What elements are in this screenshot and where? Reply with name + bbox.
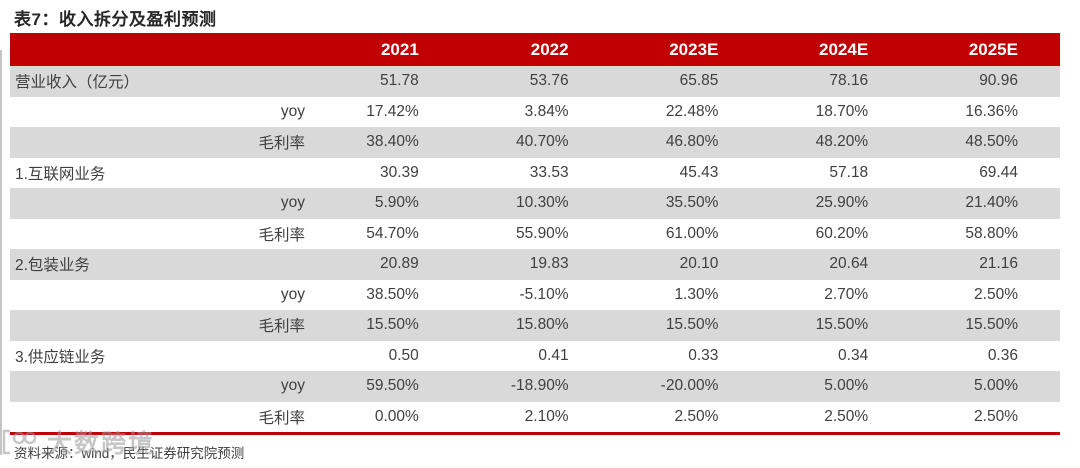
row-sublabel: 毛利率 xyxy=(258,135,305,153)
cell-value: 16.36% xyxy=(965,102,1018,120)
cell-value: 58.80% xyxy=(965,224,1018,242)
cell-value: -20.00% xyxy=(660,377,719,395)
cell-value: 0.36 xyxy=(987,346,1018,364)
cell-value: -5.10% xyxy=(519,285,569,303)
table-body: 营业收入（亿元） 51.78 53.76 65.85 78.16 90.96 yoy 17.4… xyxy=(10,66,1060,432)
column-header-2021: 2021 xyxy=(380,39,419,59)
row-sublabel: 毛利率 xyxy=(258,409,305,427)
forecast-table: 2021 2022 2023E 2024E 2025E 营业收入（亿元） 51.7… xyxy=(10,33,1060,432)
cell-value: -18.90% xyxy=(510,377,569,395)
row-label: 1.互联网业务 xyxy=(15,165,106,183)
cell-value: 55.90% xyxy=(516,224,569,242)
column-header-2023e: 2023E xyxy=(669,39,719,59)
cell-value: 5.90% xyxy=(374,194,419,212)
table-row: 1.互联网业务 30.39 33.53 45.43 57.18 69.44 xyxy=(10,158,1060,189)
cell-value: 90.96 xyxy=(979,72,1018,90)
cell-value: 21.16 xyxy=(979,255,1018,273)
table-row: 毛利率 15.50% 15.80% 15.50% 15.50% 15.50% xyxy=(10,310,1060,341)
cell-value: 5.00% xyxy=(974,377,1018,395)
page-edge-line xyxy=(0,50,2,455)
cell-value: 53.76 xyxy=(529,72,569,90)
cell-value: 18.70% xyxy=(815,102,869,120)
cell-value: 3.84% xyxy=(524,102,569,120)
cell-value: 0.41 xyxy=(538,346,569,364)
cell-value: 78.16 xyxy=(829,72,869,90)
cell-value: 2.70% xyxy=(824,285,869,303)
cell-value: 25.90% xyxy=(815,194,869,212)
cell-value: 2.50% xyxy=(974,407,1018,425)
cell-value: 38.50% xyxy=(366,285,419,303)
table-row: 3.供应链业务 0.50 0.41 0.33 0.34 0.36 xyxy=(10,341,1060,372)
cell-value: 0.33 xyxy=(688,346,719,364)
cell-value: 40.70% xyxy=(516,133,569,151)
cell-value: 61.00% xyxy=(665,224,719,242)
cell-value: 15.50% xyxy=(815,316,869,334)
cell-value: 15.80% xyxy=(516,316,569,334)
cell-value: 48.50% xyxy=(965,133,1018,151)
table-title: 表7：收入拆分及盈利预测 xyxy=(14,10,217,29)
row-label: 营业收入（亿元） xyxy=(15,74,140,92)
table-row: 毛利率 0.00% 2.10% 2.50% 2.50% 2.50% xyxy=(10,402,1060,433)
table-bottom-rule xyxy=(10,432,1060,435)
cell-value: 19.83 xyxy=(529,255,569,273)
cell-value: 0.00% xyxy=(374,407,419,425)
table-row: 营业收入（亿元） 51.78 53.76 65.85 78.16 90.96 xyxy=(10,66,1060,97)
cell-value: 1.30% xyxy=(674,285,719,303)
cell-value: 15.50% xyxy=(665,316,719,334)
cell-value: 57.18 xyxy=(829,163,869,181)
cell-value: 2.10% xyxy=(524,407,569,425)
cell-value: 15.50% xyxy=(965,316,1018,334)
row-sublabel: yoy xyxy=(280,285,305,303)
row-sublabel: yoy xyxy=(280,377,305,395)
cell-value: 20.89 xyxy=(380,255,419,273)
column-header-2024e: 2024E xyxy=(819,39,869,59)
cell-value: 46.80% xyxy=(665,133,719,151)
row-sublabel: yoy xyxy=(280,102,305,120)
table-row: yoy 17.42% 3.84% 22.48% 18.70% 16.36% xyxy=(10,97,1060,128)
cell-value: 22.48% xyxy=(665,102,719,120)
cell-value: 15.50% xyxy=(366,316,419,334)
row-sublabel: yoy xyxy=(280,194,305,212)
cell-value: 59.50% xyxy=(366,377,419,395)
cell-value: 54.70% xyxy=(366,224,419,242)
cell-value: 38.40% xyxy=(366,133,419,151)
table-row: yoy 38.50% -5.10% 1.30% 2.70% 2.50% xyxy=(10,280,1060,311)
cell-value: 2.50% xyxy=(824,407,869,425)
cell-value: 35.50% xyxy=(665,194,719,212)
table-row: 毛利率 54.70% 55.90% 61.00% 60.20% 58.80% xyxy=(10,219,1060,250)
table-row: yoy 5.90% 10.30% 35.50% 25.90% 21.40% xyxy=(10,188,1060,219)
cell-value: 65.85 xyxy=(679,72,719,90)
cell-value: 33.53 xyxy=(529,163,569,181)
table-row: yoy 59.50% -18.90% -20.00% 5.00% 5.00% xyxy=(10,371,1060,402)
cell-value: 51.78 xyxy=(380,72,419,90)
table-row: 2.包装业务 20.89 19.83 20.10 20.64 21.16 xyxy=(10,249,1060,280)
table-row: 毛利率 38.40% 40.70% 46.80% 48.20% 48.50% xyxy=(10,127,1060,158)
cell-value: 60.20% xyxy=(815,224,869,242)
table-header-row: 2021 2022 2023E 2024E 2025E xyxy=(10,33,1060,66)
source-note: 资料来源：wind，民生证券研究院预测 xyxy=(14,446,245,461)
cell-value: 5.00% xyxy=(824,377,869,395)
cell-value: 20.10 xyxy=(679,255,719,273)
cell-value: 48.20% xyxy=(815,133,869,151)
column-header-2022: 2022 xyxy=(530,39,569,59)
cell-value: 2.50% xyxy=(674,407,719,425)
row-label: 2.包装业务 xyxy=(15,257,90,275)
cell-value: 0.34 xyxy=(838,346,869,364)
column-header-2025e: 2025E xyxy=(968,39,1018,59)
row-sublabel: 毛利率 xyxy=(258,318,305,336)
cell-value: 21.40% xyxy=(965,194,1018,212)
cell-value: 2.50% xyxy=(974,285,1018,303)
row-sublabel: 毛利率 xyxy=(258,226,305,244)
cell-value: 17.42% xyxy=(366,102,419,120)
cell-value: 0.50 xyxy=(388,346,419,364)
cell-value: 69.44 xyxy=(979,163,1018,181)
row-label: 3.供应链业务 xyxy=(15,348,106,366)
cell-value: 20.64 xyxy=(829,255,869,273)
cell-value: 30.39 xyxy=(380,163,419,181)
cell-value: 45.43 xyxy=(679,163,719,181)
cell-value: 10.30% xyxy=(516,194,569,212)
